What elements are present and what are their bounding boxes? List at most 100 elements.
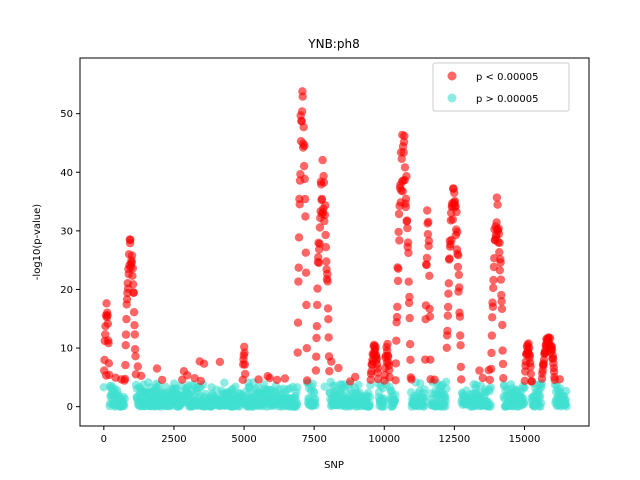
chart-title: YNB:ph8 [307,37,359,51]
point-nonsignificant [365,393,375,402]
point-significant [254,375,263,384]
point-significant [391,376,400,385]
point-significant [448,215,457,224]
point-significant [265,373,274,383]
x-tick-label: 12500 [438,434,470,445]
point-significant [384,352,393,361]
point-significant [152,364,162,373]
point-significant [442,343,451,352]
point-nonsignificant [420,397,430,406]
point-significant [104,359,114,368]
x-tick-label: 15000 [509,434,541,445]
point-significant [317,194,327,204]
point-significant [314,258,324,268]
point-significant [299,161,309,171]
point-significant [426,355,435,364]
legend-box [432,62,570,112]
point-significant [485,375,494,384]
point-nonsignificant [220,378,229,387]
point-significant [498,320,507,330]
point-significant [456,362,466,372]
point-significant [322,257,331,266]
point-significant [320,210,330,220]
point-significant [403,238,413,247]
point-significant [313,300,322,310]
point-significant [527,377,537,386]
point-significant [127,251,137,260]
point-significant [489,283,498,293]
point-significant [404,248,413,258]
point-significant [394,209,404,219]
point-significant [545,333,555,343]
point-significant [215,357,225,367]
point-nonsignificant [520,383,529,392]
point-significant [402,172,411,181]
point-significant [400,131,409,141]
point-significant [130,345,140,354]
point-significant [430,375,439,384]
point-significant [321,201,330,210]
point-nonsignificant [311,394,320,404]
point-significant [526,362,535,371]
point-nonsignificant [535,391,545,400]
point-significant [397,154,406,163]
point-significant [498,346,507,355]
point-significant [492,193,502,202]
point-significant [323,277,332,286]
point-significant [373,374,383,384]
point-significant [294,263,303,272]
point-significant [196,376,205,386]
point-significant [499,374,508,383]
point-significant [327,357,336,366]
point-significant [525,351,535,360]
point-nonsignificant [441,377,451,386]
point-nonsignificant [293,383,302,392]
point-significant [128,280,138,289]
point-significant [129,308,139,317]
y-tick-label: 40 [60,168,73,179]
point-significant [520,376,529,385]
point-significant [423,206,432,215]
point-significant [391,359,401,368]
point-significant [425,304,434,313]
point-significant [318,155,327,165]
point-significant [240,342,249,351]
point-significant [392,312,402,322]
point-significant [122,295,132,304]
point-significant [455,283,464,292]
point-significant [497,297,506,306]
point-significant [300,174,309,184]
point-significant [453,227,462,237]
point-significant [403,223,412,233]
point-significant [324,315,333,324]
point-significant [240,360,249,369]
point-significant [487,364,496,374]
x-tick-label: 10000 [368,434,400,445]
point-significant [299,123,308,132]
x-tick-label: 2500 [161,434,186,445]
point-significant [455,312,465,321]
point-significant [121,330,131,339]
point-significant [495,248,504,257]
point-significant [401,194,411,203]
point-significant [422,260,431,270]
point-significant [406,355,415,364]
point-significant [129,288,138,297]
point-significant [373,368,382,377]
point-nonsignificant [365,401,374,410]
point-significant [199,359,209,368]
point-significant [404,298,414,308]
point-significant [320,217,329,226]
point-significant [157,375,167,385]
point-significant [315,239,324,248]
point-significant [496,258,505,267]
point-significant [295,200,304,209]
point-significant [297,107,307,116]
point-significant [443,311,452,320]
point-significant [128,264,137,273]
point-nonsignificant [486,383,495,392]
point-nonsignificant [441,397,450,406]
point-significant [120,374,130,384]
point-nonsignificant [119,401,129,411]
point-significant [495,266,505,275]
